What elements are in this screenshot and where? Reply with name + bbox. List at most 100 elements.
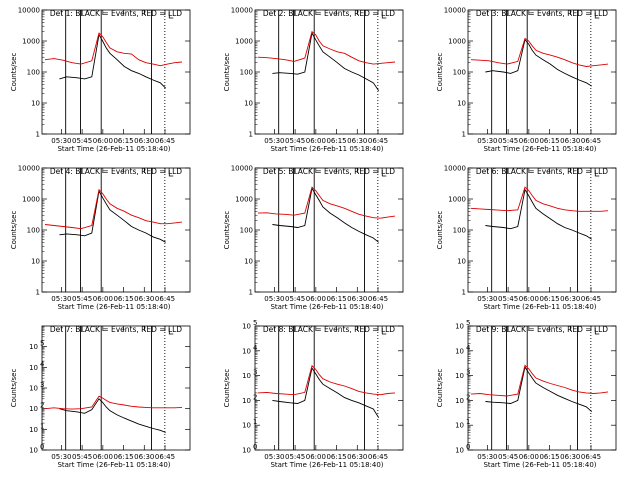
y-axis-label: Counts/sec: [223, 369, 231, 408]
panel-det-1: Det 1: BLACK = Events, RED = LLD 1 10 100 10…: [10, 7, 191, 153]
black-series-line: [485, 188, 592, 240]
y-tick-label: 1000: [235, 38, 253, 46]
black-series-line: [59, 398, 166, 433]
x-axis-label: Start Time (26-Feb-11 05:18:40): [57, 145, 170, 153]
plot-frame: [254, 9, 404, 135]
x-axis-label: Start Time (26-Feb-11 05:18:40): [483, 461, 596, 469]
y-tick-exponent: 0: [466, 443, 470, 451]
y-tick-exponent: 2: [253, 393, 257, 401]
x-tick-label: 05:45: [285, 137, 305, 145]
y-tick-exponent: 2: [40, 402, 44, 410]
y-tick-label: 100: [240, 227, 253, 235]
x-tick-label: 06:00: [519, 137, 539, 145]
x-tick-label: 05:30: [477, 137, 497, 145]
y-tick-label: 10: [31, 100, 40, 108]
x-tick-label: 05:45: [72, 295, 92, 303]
black-series-line: [59, 33, 167, 89]
bracket-marker: [168, 12, 174, 19]
x-tick-label: 06:00: [306, 137, 326, 145]
y-tick-label: 100: [27, 69, 40, 77]
y-tick-label: 1000: [235, 196, 253, 204]
y-tick-label: 1000: [448, 38, 466, 46]
y-tick-exponent: 5: [40, 340, 44, 348]
x-tick-label: 06:00: [519, 453, 539, 461]
y-tick-label: 10: [455, 397, 464, 405]
x-axis-label: Start Time (26-Feb-11 05:18:40): [483, 145, 596, 153]
bracket-marker: [168, 328, 174, 335]
y-axis-label: Counts/sec: [436, 53, 444, 92]
x-tick-label: 06:45: [155, 295, 175, 303]
x-tick-label: 06:45: [155, 453, 175, 461]
red-series-line: [257, 364, 396, 396]
x-tick-label: 05:45: [72, 137, 92, 145]
plot-frame: [254, 167, 404, 293]
y-axis-label: Counts/sec: [10, 53, 18, 92]
x-axis-label: Start Time (26-Feb-11 05:18:40): [57, 461, 170, 469]
plot-frame: [41, 167, 191, 293]
plot-frame: [467, 167, 617, 293]
y-tick-label: 1: [36, 289, 40, 297]
black-series-line: [59, 189, 166, 243]
y-tick-label: 10: [457, 100, 466, 108]
black-series-line: [485, 365, 593, 413]
red-series-line: [44, 188, 183, 230]
black-series-line: [485, 38, 592, 87]
y-tick-exponent: 0: [40, 443, 44, 451]
panel-title: Det 8: BLACK = Events, RED = LLD: [263, 325, 395, 334]
x-tick-label: 06:00: [93, 453, 113, 461]
x-axis-label: Start Time (26-Feb-11 05:18:40): [270, 461, 383, 469]
x-tick-label: 06:30: [560, 453, 580, 461]
red-series-line: [257, 30, 396, 65]
y-tick-label: 10: [29, 405, 38, 413]
panel-title: Det 5: BLACK = Events, RED = LLD: [263, 167, 395, 176]
y-axis-label: Counts/sec: [436, 369, 444, 408]
x-tick-label: 06:00: [306, 453, 326, 461]
panel-det-5: Det 5: BLACK = Events, RED = LLD 1 10 100 10…: [223, 165, 404, 311]
y-tick-exponent: 1: [466, 418, 470, 426]
x-tick-label: 06:45: [155, 137, 175, 145]
x-tick-label: 05:30: [477, 295, 497, 303]
panel-title: Det 1: BLACK = Events, RED = LLD: [50, 9, 182, 18]
y-tick-exponent: 1: [253, 418, 257, 426]
x-tick-label: 06:15: [539, 137, 559, 145]
y-tick-label: 1: [462, 131, 466, 139]
y-tick-label: 10: [242, 323, 251, 331]
x-tick-label: 06:45: [581, 137, 601, 145]
x-tick-label: 06:45: [368, 137, 388, 145]
plot-frame: [254, 325, 404, 451]
y-axis-label: Counts/sec: [223, 211, 231, 250]
plot-frame: [41, 9, 191, 135]
x-tick-label: 05:30: [51, 137, 71, 145]
y-axis-label: Counts/sec: [10, 369, 18, 408]
black-series-line: [272, 31, 380, 91]
panel-title: Det 3: BLACK = Events, RED = LLD: [476, 9, 608, 18]
y-tick-label: 10: [29, 364, 38, 372]
panel-title: Det 6: BLACK = Events, RED = LLD: [476, 167, 608, 176]
y-tick-label: 10: [29, 385, 38, 393]
x-tick-label: 06:30: [347, 137, 367, 145]
x-tick-label: 06:30: [347, 295, 367, 303]
y-tick-label: 10: [455, 447, 464, 455]
panel-title: Det 2: BLACK = Events, RED = LLD: [263, 9, 395, 18]
y-tick-label: 10000: [18, 7, 40, 15]
x-tick-label: 06:30: [347, 453, 367, 461]
x-tick-label: 06:45: [368, 295, 388, 303]
x-tick-label: 06:30: [134, 453, 154, 461]
y-tick-label: 10: [244, 258, 253, 266]
x-tick-label: 05:30: [51, 295, 71, 303]
y-tick-label: 10000: [444, 165, 466, 173]
red-series-line: [470, 37, 609, 67]
x-tick-label: 05:45: [72, 453, 92, 461]
y-tick-exponent: 3: [253, 369, 257, 377]
bracket-marker: [168, 170, 174, 177]
panel-det-6: Det 6: BLACK = Events, RED = LLD 1 10 100 10…: [436, 165, 617, 311]
y-tick-label: 10: [455, 422, 464, 430]
x-tick-label: 05:45: [285, 453, 305, 461]
x-tick-label: 05:45: [498, 295, 518, 303]
y-tick-label: 10000: [231, 165, 253, 173]
red-series-line: [44, 32, 183, 67]
x-tick-label: 06:15: [539, 453, 559, 461]
bracket-marker: [381, 170, 387, 177]
